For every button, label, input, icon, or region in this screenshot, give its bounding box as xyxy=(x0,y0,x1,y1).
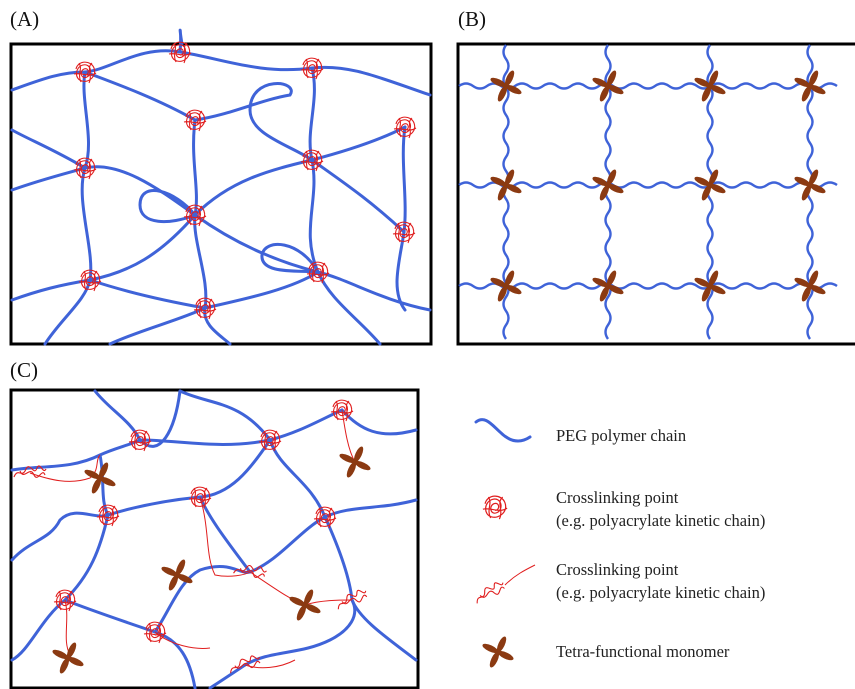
legend-crosslink-extended-line2: (e.g. polyacrylate kinetic chain) xyxy=(556,583,766,602)
four-lobe-monomer-icon xyxy=(481,635,515,669)
tangled-knot-icon xyxy=(482,495,508,520)
legend xyxy=(471,418,536,669)
panel-c-label: (C) xyxy=(10,358,38,382)
legend-crosslink-extended-line1: Crosslinking point xyxy=(556,560,679,579)
panel-a-label: (A) xyxy=(10,7,40,31)
legend-peg-chain-label: PEG polymer chain xyxy=(556,426,687,445)
wavy-line-icon xyxy=(474,418,532,443)
legend-tetra-monomer-label: Tetra-functional monomer xyxy=(556,642,730,661)
legend-crosslink-knot-line2: (e.g. polyacrylate kinetic chain) xyxy=(556,511,766,530)
panel-b-frame xyxy=(456,42,855,346)
extended-coil-icon xyxy=(471,564,536,605)
legend-crosslink-knot-line1: Crosslinking point xyxy=(556,488,679,507)
panel-b xyxy=(456,42,855,346)
panel-c xyxy=(9,388,420,689)
panel-b-label: (B) xyxy=(458,7,486,31)
panel-c-frame xyxy=(9,388,420,689)
panel-a xyxy=(9,28,433,346)
